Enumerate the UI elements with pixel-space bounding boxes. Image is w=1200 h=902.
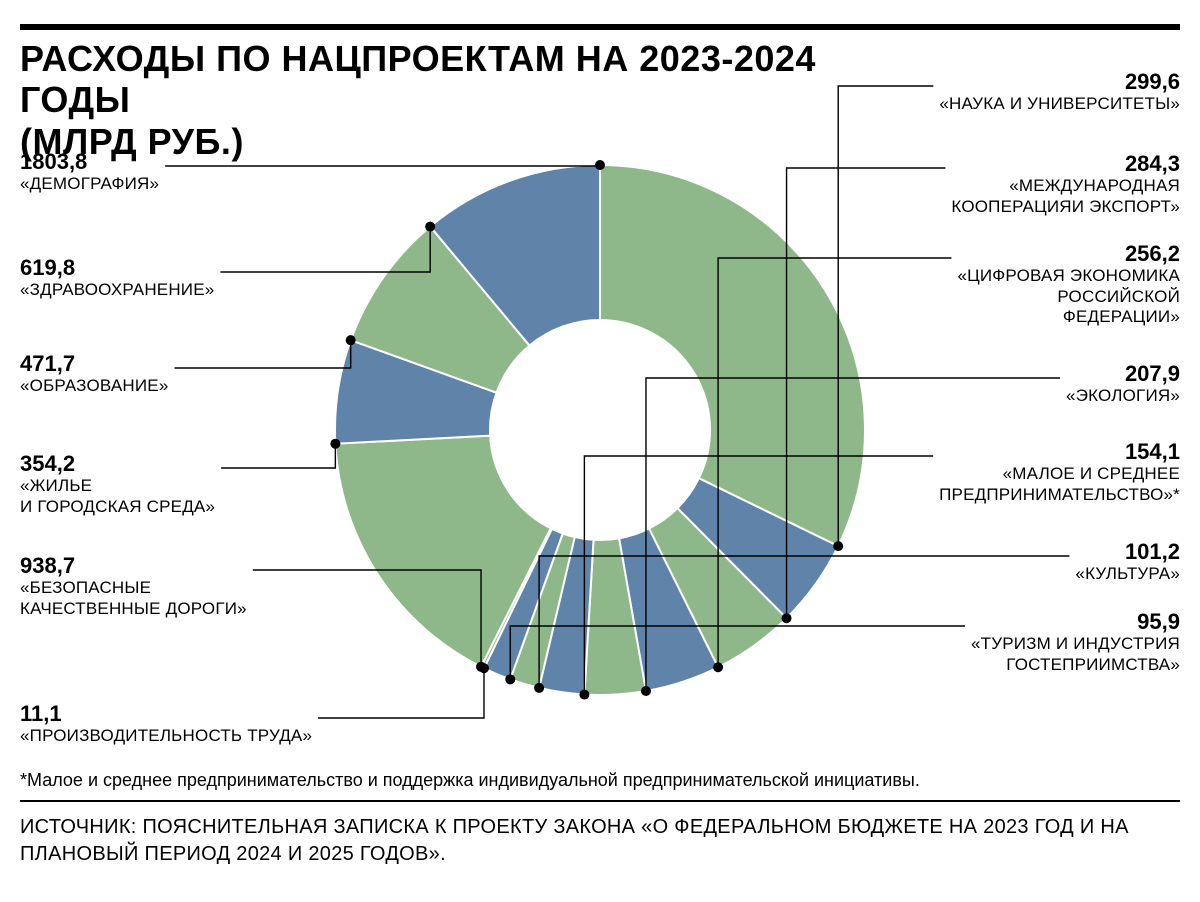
label-demografiya: 1803,8«ДЕМОГРАФИЯ»	[20, 150, 159, 195]
label-name: «ТУРИЗМ И ИНДУСТРИЯГОСТЕПРИИМСТВА»	[971, 634, 1180, 675]
leader-proizvoditelnost	[318, 668, 484, 718]
label-obrazovanie: 471,7«ОБРАЗОВАНИЕ»	[20, 352, 169, 397]
label-name: «ДЕМОГРАФИЯ»	[20, 174, 159, 194]
leader-dot-demografiya	[595, 160, 605, 170]
label-value: 471,7	[20, 352, 169, 376]
leader-dot-ekologiya	[641, 686, 651, 696]
leader-dot-kultura	[534, 683, 544, 693]
leader-dot-nauka	[833, 541, 843, 551]
label-value: 95,9	[971, 610, 1180, 634]
label-turizm: 95,9«ТУРИЗМ И ИНДУСТРИЯГОСТЕПРИИМСТВА»	[971, 610, 1180, 675]
label-name: «ЗДРАВООХРАНЕНИЕ»	[20, 280, 214, 300]
label-name: «КУЛЬТУРА»	[1075, 564, 1180, 584]
leader-dot-zhilye	[330, 439, 340, 449]
label-dorogi: 938,7«БЕЗОПАСНЫЕКАЧЕСТВЕННЫЕ ДОРОГИ»	[20, 554, 247, 619]
label-maloe-srednee: 154,1«МАЛОЕ И СРЕДНЕЕПРЕДПРИНИМАТЕЛЬСТВО…	[939, 440, 1180, 505]
leader-dot-zdravookhranenie	[425, 222, 435, 232]
label-value: 619,8	[20, 256, 214, 280]
leader-dot-maloe-srednee	[579, 690, 589, 700]
label-value: 354,2	[20, 452, 215, 476]
leader-demografiya	[165, 165, 600, 166]
label-value: 11,1	[20, 702, 312, 726]
leader-dot-obrazovanie	[346, 335, 356, 345]
label-mezhd-koop: 284,3«МЕЖДУНАРОДНАЯКООПЕРАЦИЯИ ЭКСПОРТ»	[951, 152, 1180, 217]
label-name: «ОБРАЗОВАНИЕ»	[20, 376, 169, 396]
leader-dot-cifr-ekonomika	[713, 662, 723, 672]
label-value: 284,3	[951, 152, 1180, 176]
label-nauka: 299,6«НАУКА И УНИВЕРСИТЕТЫ»	[939, 70, 1180, 115]
label-zdravookhranenie: 619,8«ЗДРАВООХРАНЕНИЕ»	[20, 256, 214, 301]
label-cifr-ekonomika: 256,2«ЦИФРОВАЯ ЭКОНОМИКАРОССИЙСКОЙФЕДЕРА…	[957, 242, 1180, 327]
label-value: 101,2	[1075, 540, 1180, 564]
label-name: «НАУКА И УНИВЕРСИТЕТЫ»	[939, 94, 1180, 114]
label-name: «БЕЗОПАСНЫЕКАЧЕСТВЕННЫЕ ДОРОГИ»	[20, 578, 247, 619]
label-value: 207,9	[1066, 362, 1180, 386]
leader-dot-dorogi	[476, 662, 486, 672]
label-value: 938,7	[20, 554, 247, 578]
leader-dot-mezhd-koop	[782, 613, 792, 623]
label-name: «ПРОИЗВОДИТЕЛЬНОСТЬ ТРУДА»	[20, 726, 312, 746]
footnote: *Малое и среднее предпринимательство и п…	[20, 770, 1180, 791]
label-value: 154,1	[939, 440, 1180, 464]
label-name: «ЭКОЛОГИЯ»	[1066, 386, 1180, 406]
leader-obrazovanie	[175, 340, 351, 368]
leader-dot-turizm	[505, 674, 515, 684]
leader-zhilye	[221, 444, 335, 468]
label-kultura: 101,2«КУЛЬТУРА»	[1075, 540, 1180, 585]
label-ekologiya: 207,9«ЭКОЛОГИЯ»	[1066, 362, 1180, 407]
label-value: 256,2	[957, 242, 1180, 266]
source-text: ИСТОЧНИК: ПОЯСНИТЕЛЬНАЯ ЗАПИСКА К ПРОЕКТ…	[20, 814, 1180, 868]
label-proizvoditelnost: 11,1«ПРОИЗВОДИТЕЛЬНОСТЬ ТРУДА»	[20, 702, 312, 747]
label-value: 1803,8	[20, 150, 159, 174]
infographic-frame: РАСХОДЫ ПО НАЦПРОЕКТАМ НА 2023-2024 ГОДЫ…	[0, 0, 1200, 902]
label-zhilye: 354,2«ЖИЛЬЕИ ГОРОДСКАЯ СРЕДА»	[20, 452, 215, 517]
label-name: «МЕЖДУНАРОДНАЯКООПЕРАЦИЯИ ЭКСПОРТ»	[951, 176, 1180, 217]
donut-chart: 1803,8«ДЕМОГРАФИЯ» 299,6«НАУКА И УНИВЕРСИ…	[0, 0, 1200, 770]
label-name: «ЦИФРОВАЯ ЭКОНОМИКАРОССИЙСКОЙФЕДЕРАЦИИ»	[957, 266, 1180, 327]
divider-rule	[20, 800, 1180, 802]
label-name: «МАЛОЕ И СРЕДНЕЕПРЕДПРИНИМАТЕЛЬСТВО»*	[939, 464, 1180, 505]
label-value: 299,6	[939, 70, 1180, 94]
label-name: «ЖИЛЬЕИ ГОРОДСКАЯ СРЕДА»	[20, 476, 215, 517]
slice-demografiya	[600, 165, 865, 546]
